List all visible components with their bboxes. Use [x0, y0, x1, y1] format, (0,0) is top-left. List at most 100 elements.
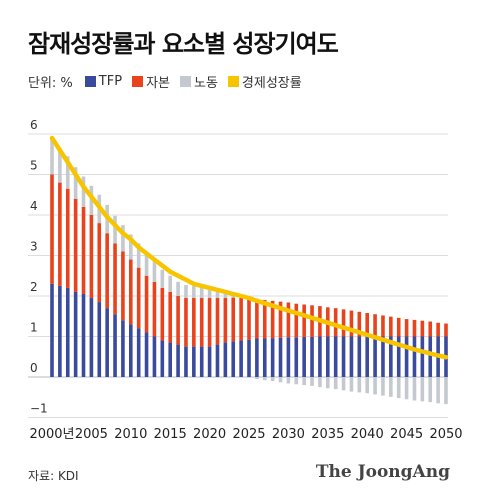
- legend-swatch-tfp: [84, 76, 96, 87]
- bar-labor: [65, 156, 70, 189]
- bar-capital: [121, 251, 125, 321]
- bar-capital: [247, 298, 251, 340]
- bar-capital: [105, 233, 109, 309]
- bar-capital: [357, 311, 362, 337]
- brand-logo: The JoongAng: [315, 462, 450, 482]
- bar-tfp: [73, 291, 78, 377]
- bar-tfp: [255, 338, 259, 377]
- bar-tfp: [389, 336, 393, 377]
- bar-tfp: [341, 336, 346, 377]
- legend-label-growth: 경제성장률: [241, 76, 302, 91]
- growth-line-path: [49, 135, 449, 360]
- x-tick-label: 2050: [429, 427, 462, 442]
- bar-capital: [129, 259, 133, 325]
- bar-labor: [444, 377, 448, 405]
- bar-tfp: [310, 336, 314, 377]
- bar-tfp: [129, 324, 133, 377]
- bar-capital: [341, 309, 346, 337]
- bar-tfp: [199, 346, 204, 377]
- bar-capital: [168, 291, 172, 343]
- bar-tfp: [428, 336, 433, 377]
- y-tick-label: 1: [30, 321, 38, 335]
- y-tick-label: 4: [30, 199, 38, 213]
- y-axis-ticks: 6 5 4 3 2 1 0 −1: [30, 118, 48, 416]
- bar-capital: [136, 267, 141, 329]
- bar-capital: [436, 322, 440, 337]
- bar-labor: [199, 287, 204, 299]
- bar-capital: [381, 315, 385, 337]
- bar-tfp: [396, 336, 401, 377]
- y-tick-label: −1: [30, 402, 48, 416]
- bar-labor: [278, 377, 283, 383]
- bar-capital: [310, 305, 314, 337]
- bar-tfp: [420, 336, 425, 377]
- source-note: 자료: KDI: [28, 469, 79, 483]
- bar-labor: [184, 285, 188, 299]
- bar-capital: [65, 188, 70, 288]
- bar-tfp: [50, 283, 54, 377]
- bar-capital: [50, 174, 54, 284]
- bar-tfp: [136, 328, 141, 377]
- y-tick-label: 5: [30, 159, 38, 173]
- bar-labor: [381, 377, 385, 396]
- bar-tfp: [89, 298, 94, 377]
- bar-labor: [420, 377, 425, 402]
- bar-capital: [412, 319, 417, 337]
- bar-labor: [270, 377, 275, 382]
- legend-swatch-growth: [227, 76, 239, 87]
- bar-tfp: [318, 336, 322, 377]
- bar-capital: [255, 298, 259, 339]
- bar-tfp: [365, 336, 369, 377]
- bar-labor: [294, 377, 299, 385]
- bar-tfp: [333, 336, 338, 377]
- legend-item-growth: 경제성장률: [227, 72, 302, 91]
- bar-capital: [81, 206, 86, 294]
- bar-labor: [373, 377, 377, 395]
- bar-capital: [404, 319, 409, 337]
- x-tick-label: 2005: [75, 427, 108, 442]
- bar-tfp: [121, 320, 125, 377]
- bar-labor: [160, 269, 165, 288]
- growth-line: [49, 135, 449, 360]
- unit-label: 단위: %: [28, 76, 73, 91]
- bar-labor: [310, 377, 314, 386]
- bar-labor: [231, 295, 236, 298]
- bar-tfp: [65, 287, 70, 377]
- bar-capital: [207, 298, 212, 347]
- bar-tfp: [357, 336, 362, 377]
- bar-labor: [428, 377, 433, 403]
- bar-capital: [302, 304, 306, 337]
- bar-capital: [89, 215, 94, 299]
- bar-labor: [215, 291, 220, 299]
- bar-tfp: [381, 336, 385, 377]
- bar-labor: [152, 261, 157, 282]
- bar-capital: [58, 182, 62, 286]
- bar-capital: [349, 310, 354, 337]
- bar-tfp: [286, 337, 291, 377]
- bar-labor: [73, 167, 78, 199]
- legend-item-tfp: TFP: [84, 74, 122, 89]
- bar-tfp: [349, 336, 354, 377]
- bar-tfp: [105, 308, 109, 377]
- bar-capital: [231, 297, 236, 342]
- bar-tfp: [113, 314, 117, 377]
- x-axis-ticks: 2000년 2005 2010 2015 2020 2025 2030 2035 2040 204…: [29, 427, 462, 442]
- legend-label-capital: 자본: [146, 76, 170, 91]
- bar-labor: [50, 138, 54, 175]
- bar-labor: [341, 377, 346, 391]
- bar-tfp: [270, 338, 275, 377]
- bar-labor: [176, 281, 180, 296]
- bar-tfp: [152, 336, 157, 377]
- bar-labor: [436, 377, 440, 404]
- bar-tfp: [81, 293, 86, 377]
- x-tick-label: 2010: [114, 427, 147, 442]
- bar-labor: [286, 377, 291, 384]
- bar-capital: [294, 303, 299, 338]
- bar-labor: [412, 377, 417, 401]
- bar-labor: [262, 377, 267, 381]
- bar-capital: [223, 298, 228, 343]
- bar-labor: [223, 293, 228, 299]
- bar-tfp: [176, 344, 180, 377]
- bar-tfp: [58, 285, 62, 377]
- bar-labor: [168, 275, 172, 292]
